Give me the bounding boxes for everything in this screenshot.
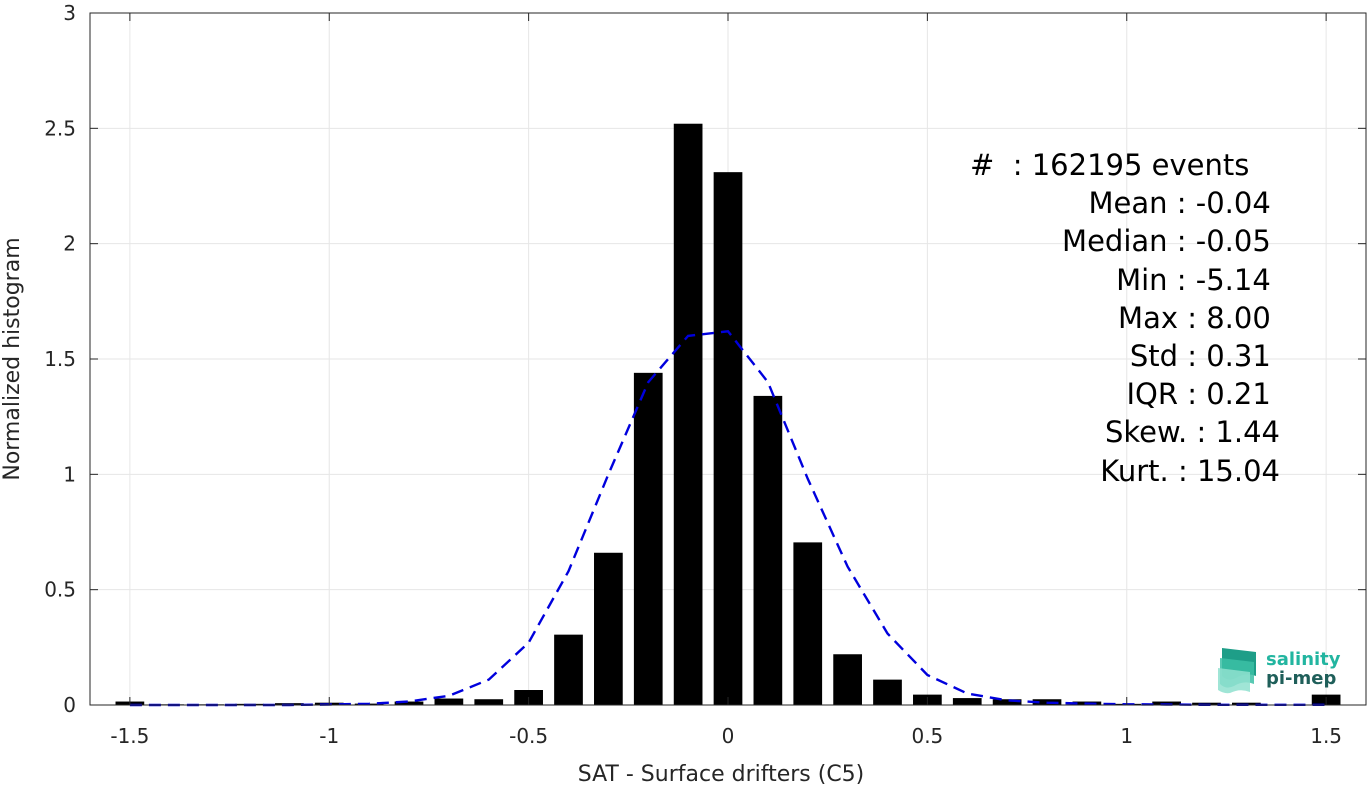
x-tick-label: 1.5 [1310, 724, 1342, 748]
y-tick-label: 0.5 [44, 578, 76, 602]
x-tick-label: -1 [319, 724, 339, 748]
salinity-pimep-logo: salinity pi-mep [1216, 646, 1346, 694]
logo-line2: pi-mep [1266, 668, 1337, 689]
histogram-bar [474, 699, 504, 705]
x-tick-label: 0.5 [911, 724, 943, 748]
histogram-bar [554, 634, 583, 705]
stat-skew: Skew. : 1.44 [1104, 415, 1280, 450]
histogram-bars [115, 123, 1341, 706]
stat-median: Median : -0.05 [1062, 224, 1280, 259]
y-tick-label: 1 [63, 462, 76, 486]
stat-min: Min : -5.14 [1116, 262, 1280, 297]
histogram-bar [1152, 701, 1181, 705]
x-tick-label: 0 [722, 724, 735, 748]
stat-kurt: Kurt. : 15.04 [1100, 453, 1280, 488]
y-axis-ticks: 0 0.5 1 1.5 2 2.5 3 [44, 1, 1366, 717]
histogram-bar [992, 699, 1022, 705]
histogram-bar [833, 654, 862, 705]
stat-std: Std : 0.31 [1129, 339, 1280, 374]
histogram-bar [673, 123, 703, 706]
x-axis-label: SAT - Surface drifters (C5) [578, 762, 865, 785]
histogram-bar [633, 372, 663, 705]
x-tick-label: -0.5 [509, 724, 548, 748]
y-tick-label: 3 [63, 1, 76, 25]
x-tick-label: -1.5 [110, 724, 149, 748]
y-tick-label: 0 [63, 693, 76, 717]
statistics-box: # : 162195 events Mean : -0.04 Median : … [930, 146, 1280, 490]
x-axis-ticks: -1.5 -1 -0.5 0 0.5 1 1.5 [110, 13, 1342, 748]
histogram-bar [594, 552, 623, 705]
logo-waves-icon [1218, 648, 1256, 694]
stat-mean: Mean : -0.04 [1088, 186, 1280, 221]
logo-line1: salinity [1266, 649, 1341, 670]
histogram-bar [394, 701, 424, 705]
histogram-bar [793, 542, 823, 705]
histogram-bar [753, 395, 783, 705]
histogram-bar [713, 172, 743, 705]
y-tick-label: 2 [63, 232, 76, 256]
stat-max: Max : 8.00 [1118, 300, 1280, 335]
stat-events: # : 162195 events [970, 148, 1250, 182]
x-tick-label: 1 [1120, 724, 1133, 748]
histogram-bar [952, 698, 982, 705]
histogram-bar [873, 679, 902, 705]
y-axis-label: Normalized histogram [0, 237, 25, 480]
stat-iqr: IQR : 0.21 [1126, 377, 1280, 412]
y-tick-label: 1.5 [44, 347, 76, 371]
histogram-bar [434, 698, 464, 705]
y-tick-label: 2.5 [44, 116, 76, 140]
